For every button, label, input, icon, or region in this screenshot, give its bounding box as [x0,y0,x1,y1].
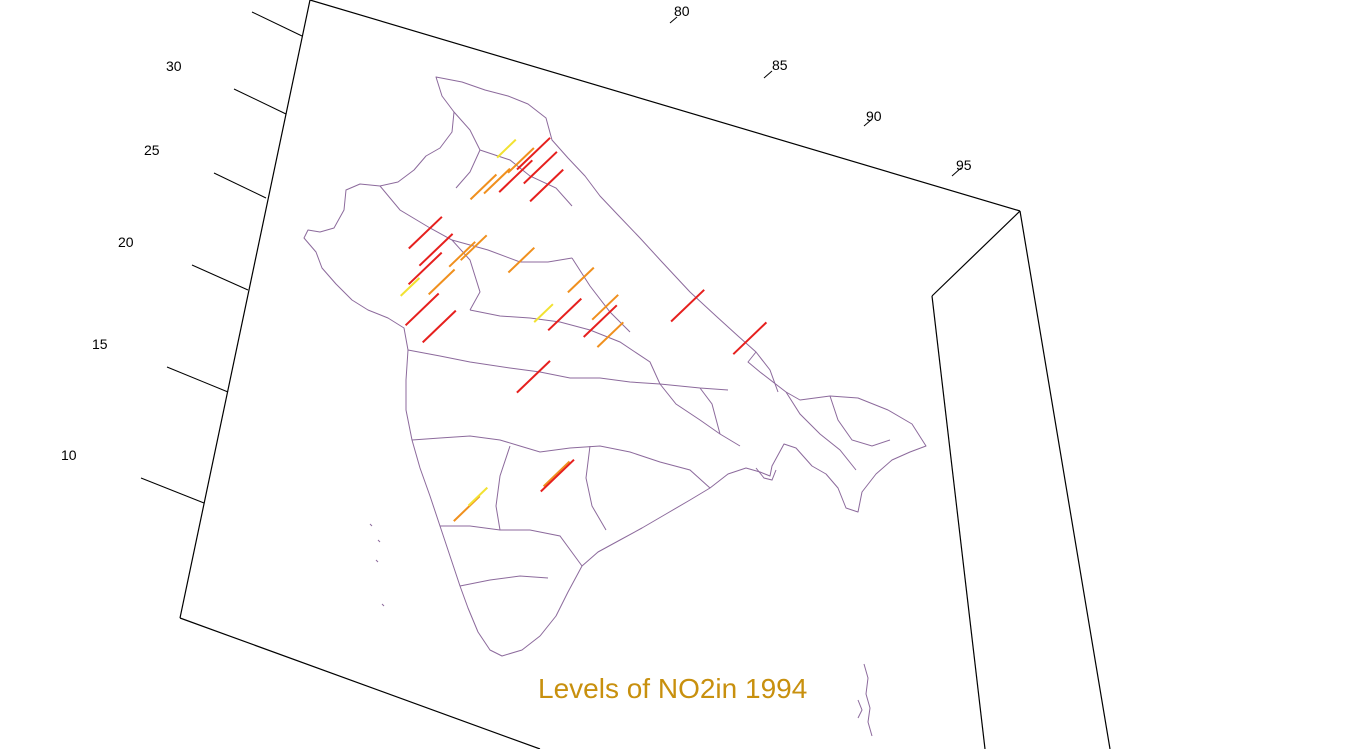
india-boundaries [303,76,927,657]
no2-bar-mid [542,460,571,488]
lat-tick-label-20: 20 [118,234,134,250]
islands [369,467,873,737]
map-title: Levels of NO2in 1994 [538,673,807,704]
lat-tick-mark [213,172,267,199]
andaman-islands [863,663,873,737]
lat-tick-label-30: 30 [166,58,182,74]
no2-bar-mid [428,268,456,296]
lat-tick-mark [233,88,287,115]
state-boundary [585,445,607,531]
no2-bar-high [547,297,582,332]
frame-edge-top-left [179,0,311,619]
no2-bar-high [408,216,443,250]
lon-tick-label-85: 85 [772,57,788,73]
latitude-axis: 30 25 20 15 10 [61,11,303,504]
lon-tick-mark [669,16,678,24]
no2-bar-high [516,360,551,394]
frame-edge-top [309,0,1021,212]
state-boundary [407,349,729,391]
lon-tick-label-90: 90 [866,108,882,124]
lat-tick-mark [191,264,249,291]
state-boundary [829,395,891,447]
lat-tick-label-15: 15 [92,336,108,352]
state-boundary [495,445,511,531]
no2-bar-mid [591,294,619,321]
state-boundary [411,435,711,489]
state-boundary [479,149,573,207]
no2-bar-high [418,233,454,267]
no2-bar-high [422,309,457,344]
lat-tick-mark [140,477,205,504]
no2-bar-mid [469,173,498,201]
lakshadweep-islands [369,523,385,607]
andaman-islands [857,699,863,719]
no2-bar-high [583,304,618,338]
state-boundary [469,309,661,385]
frame-edge-inner [931,295,986,749]
no2-bar-mid [507,147,535,174]
state-boundary [440,525,583,567]
no2-bar-high [407,251,443,286]
state-boundary [571,257,631,333]
frame-edge-bottom [179,617,541,749]
state-boundary [659,383,741,447]
state-boundary [755,351,779,393]
plot-frame [179,0,1111,749]
no2-station-bars [400,137,768,522]
no2-bar-high [732,321,768,355]
lat-tick-mark [166,366,229,393]
state-boundary [453,111,481,189]
lon-tick-mark [951,167,962,177]
state-boundary [459,575,549,587]
lon-tick-mark [863,119,872,127]
no2-bar-mid [460,234,488,261]
lat-tick-mark [251,11,303,37]
no2-bar-mid [507,246,535,274]
no2-bar-high [523,151,558,185]
no2-bar-mid [596,321,624,348]
no2-bar-high [529,168,564,203]
lat-tick-label-25: 25 [144,142,160,158]
no2-bar-low [467,486,488,507]
state-boundary [379,185,481,311]
india-outer-boundary [303,76,927,657]
no2-bar-low [496,138,517,159]
state-boundary [785,391,857,471]
frame-edge-right-front [1019,210,1111,749]
no2-bar-high [498,159,533,193]
lon-tick-label-95: 95 [956,157,972,173]
state-boundary [699,387,721,435]
no2-bar-low [400,277,421,297]
no2-bar-high [540,458,575,493]
longitude-axis: 80 85 90 95 [669,3,972,177]
no2-bar-high [670,289,705,323]
lon-tick-label-80: 80 [674,3,690,19]
no2-bar-mid [483,167,511,195]
lat-tick-label-10: 10 [61,447,77,463]
no2-bar-low [533,303,554,323]
no2-bar-high [516,137,551,171]
no2-bar-high [404,292,440,327]
frame-edge-right-back [931,210,1021,297]
lon-tick-mark [763,70,773,79]
sundarbans-delta [755,467,777,481]
no2-bar-mid [448,241,476,268]
no2-bar-mid [567,266,595,294]
